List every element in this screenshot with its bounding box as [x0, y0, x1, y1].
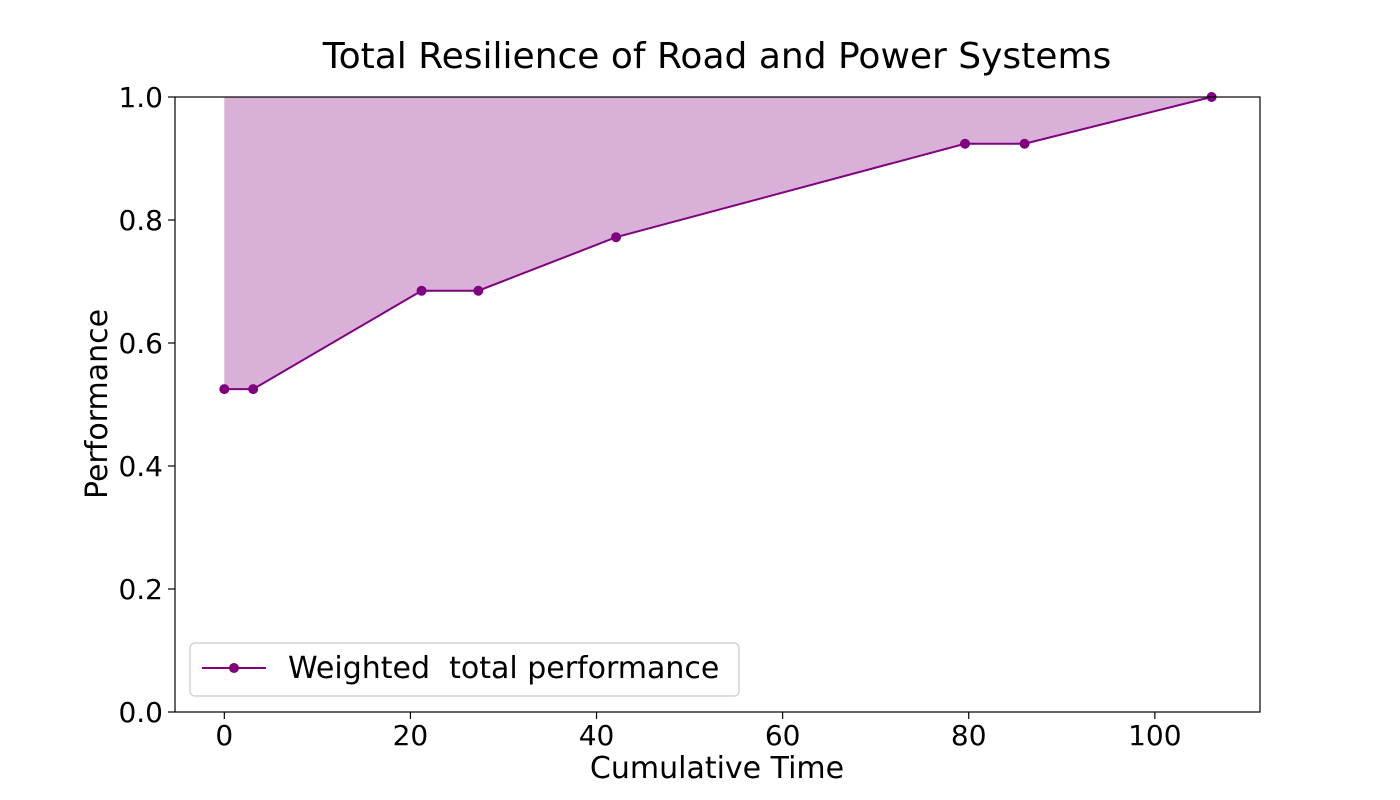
x-axis-label: Cumulative Time — [590, 751, 844, 786]
plot-frame — [174, 96, 1261, 713]
legend-marker-swatch — [229, 663, 239, 673]
legend-label: Weighted total performance — [288, 651, 719, 686]
data-point-4 — [611, 232, 622, 243]
x-tick-label: 60 — [765, 719, 801, 752]
x-axis-ticks: 0 20 40 60 80 100 — [215, 712, 1182, 752]
y-tick-label: 0.2 — [118, 573, 163, 606]
y-tick-label: 1.0 — [118, 81, 163, 114]
data-point-1 — [248, 384, 259, 395]
data-point-3 — [473, 285, 484, 296]
y-axis-ticks: 0.0 0.2 0.4 0.6 0.8 1.0 — [118, 81, 175, 729]
data-point-6 — [1019, 138, 1030, 149]
x-tick-label: 0 — [215, 719, 233, 752]
data-point-2 — [416, 285, 427, 296]
data-point-5 — [960, 138, 971, 149]
fill-area — [224, 97, 1212, 390]
chart-title: Total Resilience of Road and Power Syste… — [322, 36, 1112, 77]
x-tick-label: 80 — [951, 719, 987, 752]
legend: Weighted total performance — [189, 642, 740, 697]
y-tick-label: 0.6 — [118, 327, 163, 360]
y-axis-label: Performance — [80, 309, 115, 499]
legend-box — [189, 642, 740, 697]
y-tick-label: 0.8 — [118, 204, 163, 237]
y-tick-label: 0.0 — [118, 696, 163, 729]
x-tick-label: 40 — [579, 719, 615, 752]
data-point-0 — [219, 384, 230, 395]
x-tick-label: 100 — [1128, 719, 1181, 752]
x-tick-label: 20 — [393, 719, 429, 752]
y-tick-label: 0.4 — [118, 450, 163, 483]
series-line — [224, 96, 1212, 391]
